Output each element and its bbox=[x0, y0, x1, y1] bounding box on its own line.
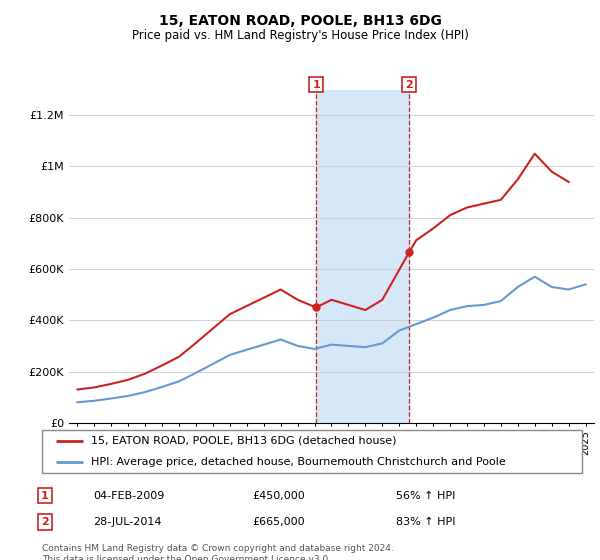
Text: Price paid vs. HM Land Registry's House Price Index (HPI): Price paid vs. HM Land Registry's House … bbox=[131, 29, 469, 42]
Text: £665,000: £665,000 bbox=[252, 517, 305, 527]
Text: 2: 2 bbox=[41, 517, 49, 527]
FancyBboxPatch shape bbox=[42, 430, 582, 473]
Text: 83% ↑ HPI: 83% ↑ HPI bbox=[396, 517, 455, 527]
Text: 1: 1 bbox=[312, 80, 320, 90]
Text: 15, EATON ROAD, POOLE, BH13 6DG: 15, EATON ROAD, POOLE, BH13 6DG bbox=[158, 14, 442, 28]
Text: HPI: Average price, detached house, Bournemouth Christchurch and Poole: HPI: Average price, detached house, Bour… bbox=[91, 457, 505, 467]
Text: 1: 1 bbox=[41, 491, 49, 501]
Text: £450,000: £450,000 bbox=[252, 491, 305, 501]
Text: 28-JUL-2014: 28-JUL-2014 bbox=[93, 517, 161, 527]
Text: 04-FEB-2009: 04-FEB-2009 bbox=[93, 491, 164, 501]
Bar bbox=[316, 90, 409, 423]
Text: 56% ↑ HPI: 56% ↑ HPI bbox=[396, 491, 455, 501]
Text: 2: 2 bbox=[405, 80, 413, 90]
Text: 15, EATON ROAD, POOLE, BH13 6DG (detached house): 15, EATON ROAD, POOLE, BH13 6DG (detache… bbox=[91, 436, 396, 446]
Text: Contains HM Land Registry data © Crown copyright and database right 2024.
This d: Contains HM Land Registry data © Crown c… bbox=[42, 544, 394, 560]
